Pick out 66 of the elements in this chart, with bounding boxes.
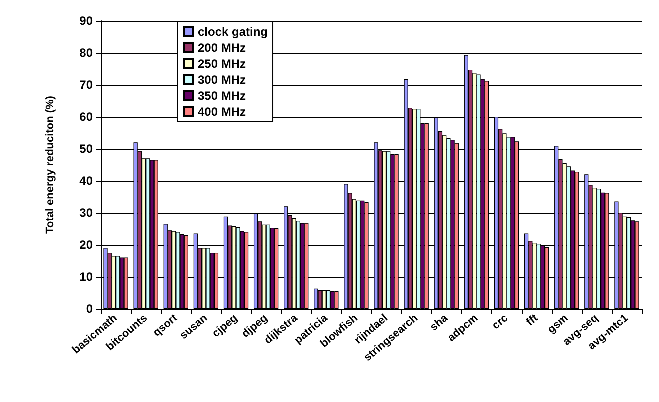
bar xyxy=(296,221,300,309)
y-tick-label: 20 xyxy=(80,238,94,252)
bar xyxy=(592,188,597,309)
bar xyxy=(631,220,636,309)
legend-label: 200 MHz xyxy=(198,41,246,55)
bar xyxy=(300,223,305,309)
bar xyxy=(176,232,180,309)
bar xyxy=(472,73,477,309)
y-tick-label: 60 xyxy=(80,110,94,124)
legend-label: 400 MHz xyxy=(198,105,246,119)
bar xyxy=(318,290,322,309)
legend-label: 350 MHz xyxy=(198,89,246,103)
bar xyxy=(292,218,296,309)
bar xyxy=(356,200,361,309)
bar xyxy=(266,224,270,309)
bar xyxy=(326,290,331,309)
bar xyxy=(314,288,318,309)
y-tick-label: 40 xyxy=(80,174,94,188)
bar xyxy=(270,228,275,309)
x-tick-label: fft xyxy=(524,312,541,329)
legend-label: clock gating xyxy=(198,25,268,39)
y-tick-label: 30 xyxy=(80,206,94,220)
bar xyxy=(476,74,481,309)
bar xyxy=(334,291,339,309)
legend-label: 300 MHz xyxy=(198,73,246,87)
bar xyxy=(412,109,417,309)
y-tick-label: 10 xyxy=(80,270,94,284)
bar xyxy=(330,291,335,309)
bar xyxy=(360,200,365,309)
legend-label: 250 MHz xyxy=(198,57,246,71)
y-tick-label: 80 xyxy=(80,46,94,60)
bar xyxy=(532,243,537,309)
bar xyxy=(150,160,154,309)
x-tick-label: crc xyxy=(490,312,511,332)
y-tick-label: 70 xyxy=(80,78,94,92)
bar xyxy=(180,234,184,309)
bar xyxy=(570,170,576,309)
y-tick-label: 50 xyxy=(80,142,94,156)
bar xyxy=(112,256,116,309)
bar xyxy=(450,140,455,309)
bar xyxy=(236,227,240,309)
bar xyxy=(506,137,511,309)
x-tick-label: sha xyxy=(428,312,452,334)
bar xyxy=(172,231,176,309)
bar xyxy=(562,163,567,309)
bar xyxy=(116,256,120,309)
bar xyxy=(232,226,236,309)
bar xyxy=(202,248,206,309)
y-tick-label: 90 xyxy=(80,14,94,28)
y-axis-title: Total energy reduciton (%) xyxy=(44,96,56,234)
y-tick-label: 0 xyxy=(86,302,94,316)
bar xyxy=(566,166,571,309)
bar xyxy=(596,189,602,309)
bar xyxy=(206,248,210,309)
bar xyxy=(146,158,150,309)
bar xyxy=(446,138,451,309)
bar xyxy=(442,135,447,309)
bar xyxy=(626,217,632,309)
bar xyxy=(510,137,515,309)
bar xyxy=(390,154,395,309)
bar xyxy=(601,192,606,309)
bar xyxy=(240,231,244,309)
bar xyxy=(322,290,326,309)
bar xyxy=(262,224,266,309)
bar xyxy=(622,216,627,309)
bar xyxy=(120,258,124,309)
